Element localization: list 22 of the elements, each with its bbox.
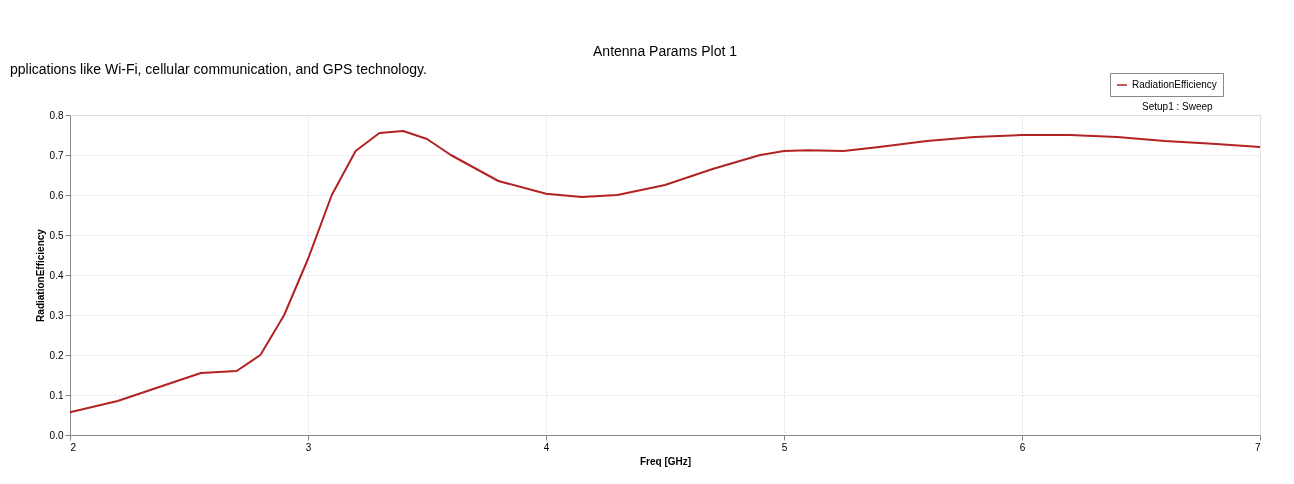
y-tick-label: 0.4 [49,269,64,281]
y-tick-label: 0.1 [49,389,64,401]
x-tick-label: 7 [1254,441,1261,453]
chart-title: Antenna Params Plot 1 [593,43,738,59]
line-series [69,130,1261,414]
legend-label: RadiationEfficiency [1132,79,1217,90]
x-tick-label: 6 [1019,441,1026,453]
x-tick-label: 2 [70,441,77,453]
y-tick-label: 0.6 [49,189,64,201]
y-tick-label: 0.3 [49,309,64,321]
x-tick-label: 4 [543,441,550,453]
x-axis-title: Freq [GHz] [639,455,692,467]
text: Setup1 : Sweep [1142,101,1214,112]
y-tick-label: 0.2 [49,349,64,361]
y-tick-label: 0.8 [49,109,64,121]
x-tick-label: 5 [781,441,788,453]
x-tick-label: 3 [305,441,312,453]
y-tick-label: 0.7 [49,149,64,161]
y-tick-label: 0.5 [49,229,64,241]
y-axis-title: RadiationEfficiency [34,228,46,322]
text: pplications like Wi-Fi, cellular communication, and GPS technology. [10,61,427,77]
y-tick-label: 0.0 [49,429,64,441]
